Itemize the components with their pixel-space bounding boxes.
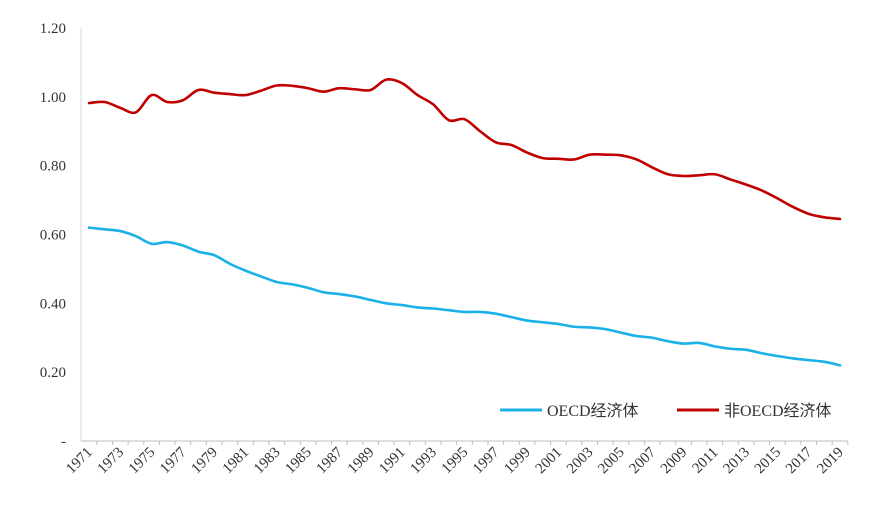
y-tick-label: 0.20 <box>40 365 66 381</box>
legend-label: 非OECD经济体 <box>724 402 832 420</box>
legend-item-0: OECD经济体 <box>500 402 639 420</box>
x-tick-label: 2011 <box>690 445 722 477</box>
x-tick-label: 2005 <box>595 445 628 478</box>
x-tick-label: 2019 <box>814 445 847 478</box>
y-axis: - 0.20 0.40 0.60 0.80 1.00 1.20 <box>40 21 82 450</box>
x-tick-label: 1995 <box>439 445 472 478</box>
x-tick-label: 1973 <box>95 445 128 478</box>
y-tick-label: 0.60 <box>40 228 66 244</box>
x-tick-label: 1989 <box>345 445 378 478</box>
x-tick-label: 1999 <box>501 445 534 478</box>
x-tick-label: 1971 <box>63 445 96 478</box>
series-line-1 <box>87 78 842 221</box>
x-tick-label: 1997 <box>470 444 503 477</box>
x-tick-label: 2015 <box>752 445 785 478</box>
x-tick-label: 1977 <box>157 444 190 477</box>
x-tick-label: 2001 <box>533 445 566 478</box>
legend: OECD经济体 非OECD经济体 <box>500 402 832 420</box>
y-tick-label: 0.40 <box>40 296 66 312</box>
x-tick-label: 2009 <box>658 445 691 478</box>
legend-label: OECD经济体 <box>547 402 639 420</box>
y-tick-label: 0.80 <box>40 159 66 175</box>
x-tick-label: 1975 <box>126 445 159 478</box>
x-tick-label: 1985 <box>282 445 315 478</box>
x-tick-label: 2017 <box>783 444 816 477</box>
x-axis: 1971197319751977197919811983198519871989… <box>63 440 849 478</box>
y-tick-label: - <box>61 434 66 450</box>
x-tick-label: 1991 <box>376 445 409 478</box>
y-tick-label: 1.00 <box>40 90 66 106</box>
x-tick-label: 1993 <box>408 445 441 478</box>
x-tick-label: 2003 <box>564 445 597 478</box>
y-tick-label: 1.20 <box>40 21 66 37</box>
series-line-0 <box>87 226 842 367</box>
x-tick-label: 2013 <box>720 445 753 478</box>
series-layer <box>87 78 842 367</box>
x-tick-label: 2007 <box>627 444 660 477</box>
legend-item-1: 非OECD经济体 <box>677 402 832 420</box>
x-tick-label: 1981 <box>220 445 253 478</box>
x-tick-label: 1983 <box>251 445 284 478</box>
x-tick-label: 1979 <box>188 445 221 478</box>
x-tick-label: 1987 <box>314 444 347 477</box>
